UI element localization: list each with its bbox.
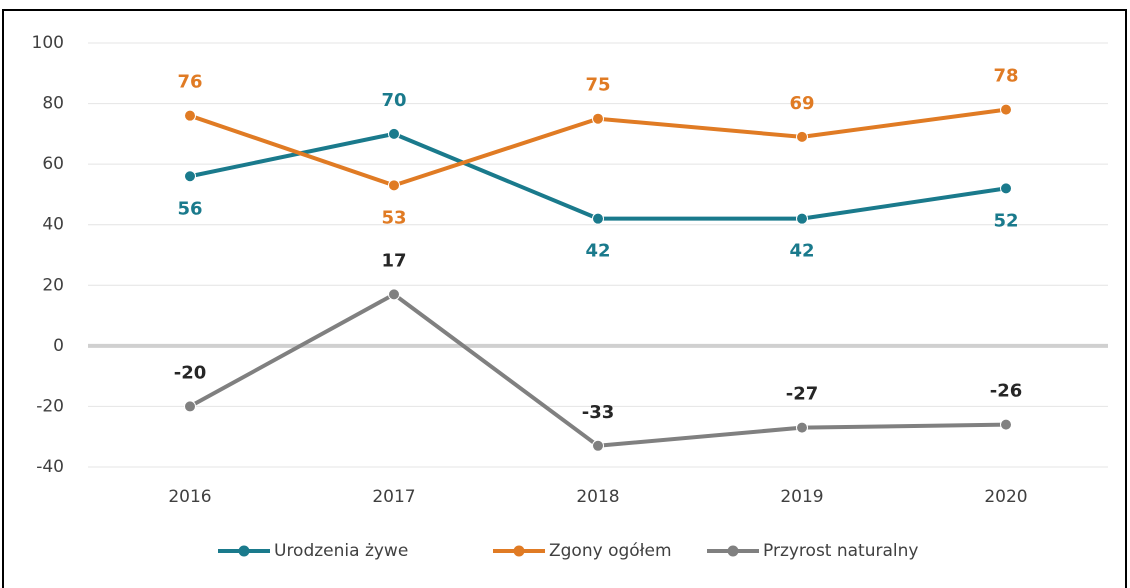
y-tick-label: 100 [32, 33, 64, 53]
data-point [796, 130, 808, 143]
data-point [388, 127, 400, 140]
data-label: 78 [993, 66, 1018, 87]
data-point [184, 109, 196, 122]
legend-marker [727, 545, 739, 557]
legend-label: Zgony ogółem [549, 541, 672, 561]
data-label: -27 [786, 384, 819, 405]
frame [2, 9, 1127, 588]
data-label: -26 [990, 381, 1023, 402]
data-label: 56 [177, 198, 202, 219]
data-label: -20 [174, 362, 207, 383]
x-tick-label: 2018 [576, 487, 619, 507]
legend-label: Urodzenia żywe [274, 541, 408, 561]
y-tick-label: -40 [36, 457, 64, 477]
x-tick-label: 2019 [780, 487, 823, 507]
data-point [1000, 182, 1012, 195]
y-tick-label: 40 [42, 215, 64, 235]
data-point [184, 400, 196, 413]
data-point [592, 439, 604, 452]
series-line [189, 292, 1007, 448]
data-point [796, 421, 808, 434]
data-label: -33 [582, 402, 615, 423]
y-tick-label: -20 [36, 396, 64, 416]
y-tick-label: 0 [53, 336, 64, 356]
x-tick-label: 2017 [372, 487, 415, 507]
y-tick-label: 60 [42, 154, 64, 174]
data-label: 75 [585, 75, 610, 96]
y-tick-label: 80 [42, 94, 64, 114]
x-tick-label: 2016 [168, 487, 211, 507]
data-point [1000, 418, 1012, 431]
data-label: 70 [381, 90, 406, 111]
data-point [592, 112, 604, 125]
data-point [1000, 103, 1012, 116]
data-label: 42 [585, 241, 610, 262]
legend-marker [238, 545, 250, 557]
data-point [388, 179, 400, 192]
data-label: 69 [789, 93, 814, 114]
data-label: 42 [789, 241, 814, 262]
data-label: 52 [993, 210, 1018, 231]
legend-marker [513, 545, 525, 557]
data-label: 17 [381, 250, 406, 271]
series-line [189, 131, 1007, 221]
data-label: 76 [177, 72, 202, 93]
data-point [796, 212, 808, 225]
data-label: 53 [381, 207, 406, 228]
x-tick-label: 2020 [984, 487, 1027, 507]
legend-label: Przyrost naturalny [763, 541, 918, 561]
y-tick-label: 20 [42, 275, 64, 295]
data-point [184, 170, 196, 183]
data-point [388, 288, 400, 301]
data-point [592, 212, 604, 225]
